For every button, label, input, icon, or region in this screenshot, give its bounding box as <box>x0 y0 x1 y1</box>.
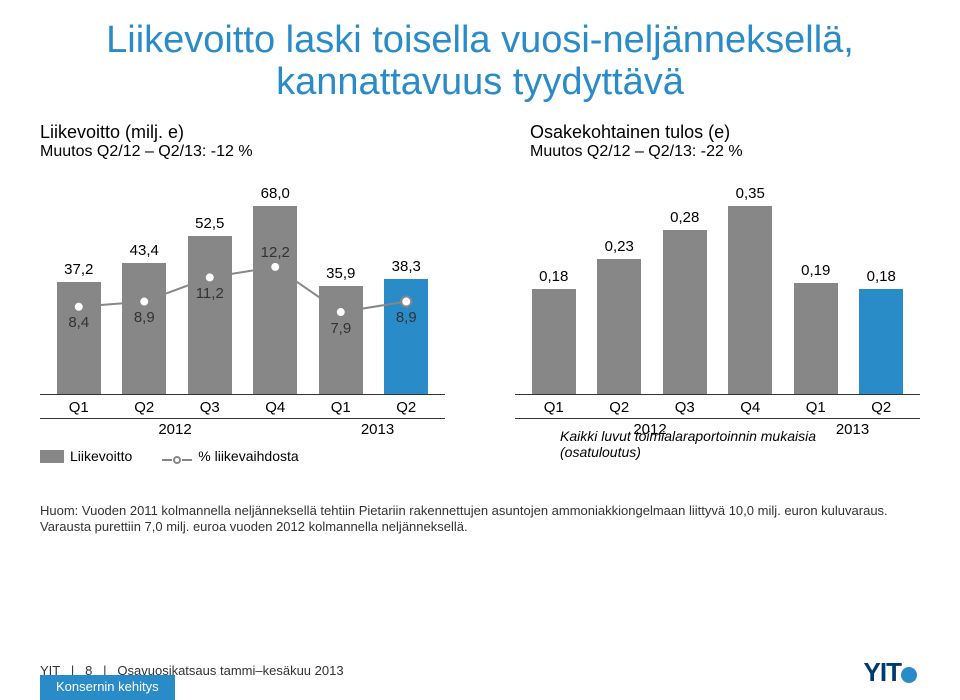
bar-group: 68,0 <box>243 185 309 394</box>
bar <box>122 263 166 393</box>
x-axis-label: Q2 <box>587 399 653 416</box>
bar-value-label: 38,3 <box>392 258 421 275</box>
bar-group: 43,4 <box>112 185 178 394</box>
x-axis-label: Q3 <box>652 399 718 416</box>
line-value-label: 8,4 <box>68 314 89 331</box>
legend: Liikevoitto % liikevaihdosta <box>40 448 445 464</box>
bar-group: 37,2 <box>46 185 112 394</box>
footnote: Huom: Vuoden 2011 kolmannella neljänneks… <box>40 503 900 537</box>
bar-group: 0,23 <box>587 185 653 394</box>
line-value-label: 8,9 <box>134 309 155 326</box>
bar-group: 38,3 <box>374 185 440 394</box>
bar <box>384 279 428 394</box>
right-chart-caption: Kaikki luvut toimialaraportoinnin mukais… <box>560 428 860 460</box>
bar-value-label: 0,18 <box>539 268 568 285</box>
bar-group: 35,9 <box>308 185 374 394</box>
legend-bar: Liikevoitto <box>40 448 132 464</box>
x-axis-label: Q1 <box>46 399 112 416</box>
logo: YIT <box>864 657 920 688</box>
x-axis-label: Q2 <box>374 399 440 416</box>
bar-value-label: 52,5 <box>195 215 224 232</box>
bar-group: 0,19 <box>783 185 849 394</box>
bar <box>728 206 772 394</box>
chart-row: 37,243,452,568,035,938,3Q1Q2Q3Q4Q1Q22012… <box>40 185 920 445</box>
bar-value-label: 0,19 <box>801 262 830 279</box>
footer: YIT | 8 | Osavuosikatsaus tammi–kesäkuu … <box>40 663 920 678</box>
logo-text: YIT <box>864 657 901 688</box>
bar <box>597 259 641 393</box>
bar-group: 0,18 <box>521 185 587 394</box>
legend-line: % liikevaihdosta <box>162 448 298 464</box>
left-chart-label: Liikevoitto (milj. e) <box>40 122 430 143</box>
x-axis-label: Q2 <box>849 399 915 416</box>
year-label: 2013 <box>310 418 445 438</box>
bar <box>794 283 838 394</box>
line-value-label: 8,9 <box>396 309 417 326</box>
bar <box>319 286 363 394</box>
line-value-label: 11,2 <box>196 285 224 302</box>
subtitle-row: Liikevoitto (milj. e) Muutos Q2/12 – Q2/… <box>40 122 920 161</box>
bar-group: 0,35 <box>718 185 784 394</box>
x-axis-label: Q1 <box>308 399 374 416</box>
x-axis-label: Q1 <box>521 399 587 416</box>
bar-group: 0,18 <box>849 185 915 394</box>
bar-value-label: 0,18 <box>867 268 896 285</box>
line-value-label: 12,2 <box>261 244 290 261</box>
x-axis-label: Q4 <box>243 399 309 416</box>
line-value-label: 7,9 <box>330 320 351 337</box>
x-axis-label: Q3 <box>177 399 243 416</box>
year-row: 20122013 <box>40 418 445 438</box>
bar <box>532 289 576 394</box>
right-chart-label: Osakekohtainen tulos (e) <box>530 122 920 143</box>
x-axis-label: Q4 <box>718 399 784 416</box>
bar-group: 0,28 <box>652 185 718 394</box>
bar-value-label: 0,23 <box>605 238 634 255</box>
x-axis-label: Q2 <box>112 399 178 416</box>
bar-value-label: 35,9 <box>326 265 355 282</box>
right-chart: 0,180,230,280,350,190,18Q1Q2Q3Q4Q1Q22012… <box>515 185 920 445</box>
bar-value-label: 43,4 <box>130 242 159 259</box>
left-chart: 37,243,452,568,035,938,3Q1Q2Q3Q4Q1Q22012… <box>40 185 445 445</box>
bar-value-label: 37,2 <box>64 261 93 278</box>
right-subtitle-block: Osakekohtainen tulos (e) Muutos Q2/12 – … <box>530 122 920 161</box>
bar <box>859 289 903 394</box>
bar <box>188 236 232 394</box>
logo-dot-icon <box>901 667 917 683</box>
bar-value-label: 0,28 <box>670 209 699 226</box>
bar-value-label: 68,0 <box>261 185 290 202</box>
x-axis-label: Q1 <box>783 399 849 416</box>
year-label: 2012 <box>40 418 310 438</box>
bar <box>57 282 101 394</box>
bar-value-label: 0,35 <box>736 185 765 202</box>
footer-tab: Konsernin kehitys <box>40 675 175 700</box>
right-chart-change: Muutos Q2/12 – Q2/13: -22 % <box>530 143 920 161</box>
page-title: Liikevoitto laski toisella vuosi-neljänn… <box>40 20 920 104</box>
bar <box>663 230 707 393</box>
bar <box>253 206 297 394</box>
left-subtitle-block: Liikevoitto (milj. e) Muutos Q2/12 – Q2/… <box>40 122 430 161</box>
left-chart-change: Muutos Q2/12 – Q2/13: -12 % <box>40 143 430 161</box>
